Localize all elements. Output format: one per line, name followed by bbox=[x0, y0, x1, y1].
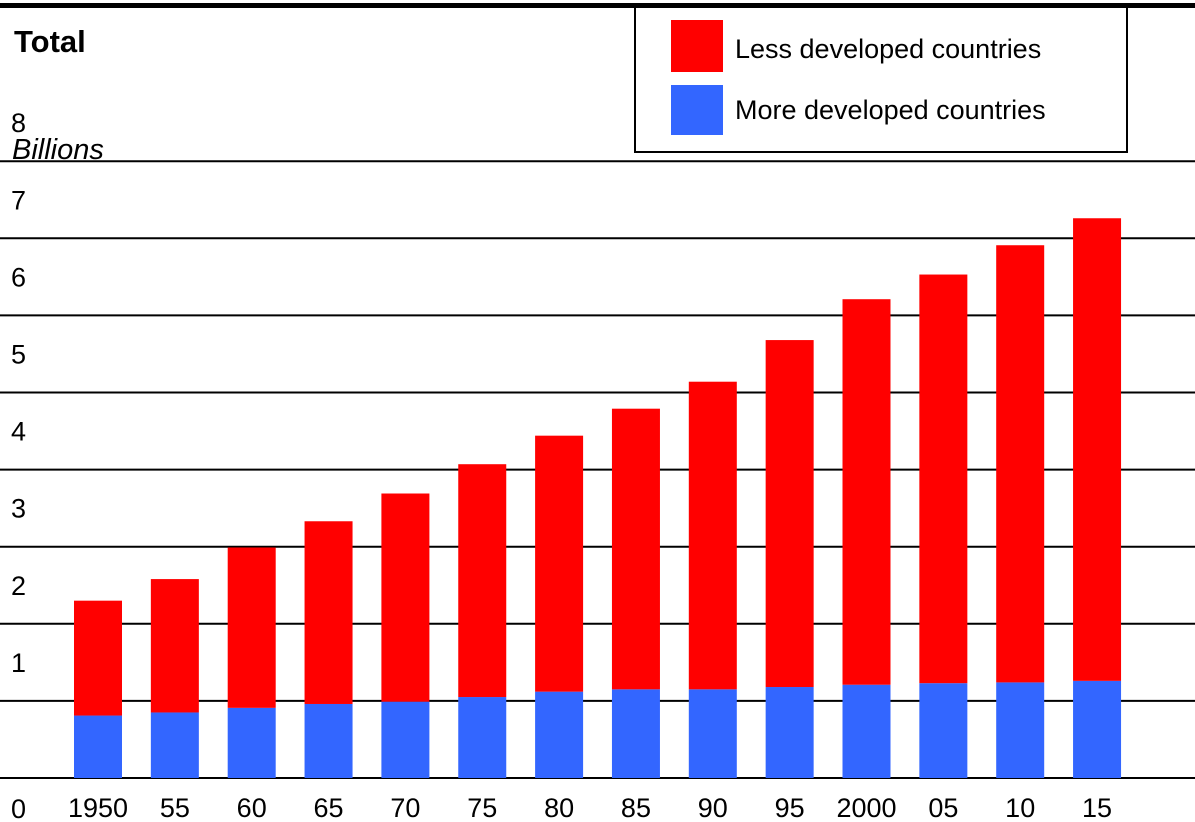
chart-title: Total bbox=[14, 24, 86, 59]
bars bbox=[74, 218, 1122, 778]
y-tick-label: 7 bbox=[11, 185, 26, 215]
bar-segment-more-developed bbox=[688, 689, 737, 778]
x-tick-label: 05 bbox=[928, 793, 958, 822]
x-tick-label: 2000 bbox=[836, 793, 896, 822]
y-tick-label: 2 bbox=[11, 571, 26, 601]
x-tick-label: 70 bbox=[390, 793, 420, 822]
bar-segment-more-developed bbox=[381, 701, 430, 778]
x-tick-labels: 1950 55 60 65 70 75 80 85 90 95 2000 05 10 15 bbox=[68, 793, 1112, 822]
bar-segment-less-developed bbox=[765, 340, 814, 688]
bar-segment-less-developed bbox=[688, 381, 737, 690]
x-tick-label: 55 bbox=[160, 793, 190, 822]
x-tick-label: 65 bbox=[314, 793, 344, 822]
bar-segment-more-developed bbox=[919, 683, 968, 778]
gridlines bbox=[0, 160, 1195, 779]
bar-segment-more-developed bbox=[535, 691, 584, 778]
bar-segment-less-developed bbox=[150, 579, 199, 713]
legend: Less developed countries More developed … bbox=[634, 6, 1128, 153]
bar-segment-more-developed bbox=[765, 687, 814, 778]
legend-label-less-developed: Less developed countries bbox=[735, 34, 1041, 64]
x-tick-label: 80 bbox=[544, 793, 574, 822]
bar-segment-more-developed bbox=[74, 715, 122, 778]
bar-segment-more-developed bbox=[842, 684, 891, 778]
bar-segment-less-developed bbox=[74, 600, 122, 716]
top-frame-line bbox=[0, 3, 1195, 8]
bar-segment-more-developed bbox=[150, 712, 199, 778]
legend-swatch-less-developed bbox=[671, 20, 723, 72]
bar-segment-less-developed bbox=[304, 521, 353, 704]
bar-segment-less-developed bbox=[611, 408, 660, 690]
y-tick-label: 6 bbox=[11, 262, 26, 292]
bar-segment-more-developed bbox=[611, 689, 660, 778]
x-tick-label: 75 bbox=[467, 793, 497, 822]
bar-segment-less-developed bbox=[458, 464, 507, 698]
y-tick-label: 3 bbox=[11, 494, 26, 524]
bar-segment-less-developed bbox=[227, 547, 276, 708]
y-tick-labels: 0 1 2 3 4 5 6 7 8 bbox=[11, 108, 26, 822]
x-tick-label: 60 bbox=[237, 793, 267, 822]
x-tick-label: 95 bbox=[775, 793, 805, 822]
x-tick-label: 15 bbox=[1082, 793, 1112, 822]
bar-segment-more-developed bbox=[227, 707, 276, 778]
bar-segment-more-developed bbox=[458, 697, 507, 778]
y-tick-label: 4 bbox=[11, 417, 26, 447]
bar-segment-less-developed bbox=[1073, 218, 1122, 681]
y-tick-label: 5 bbox=[11, 340, 26, 370]
y-tick-label: 0 bbox=[11, 794, 26, 822]
bar-segment-more-developed bbox=[304, 703, 353, 778]
x-tick-label: 1950 bbox=[68, 793, 128, 822]
bar-segment-less-developed bbox=[535, 435, 584, 692]
y-tick-label: 1 bbox=[11, 648, 26, 678]
x-tick-label: 90 bbox=[698, 793, 728, 822]
bar-segment-less-developed bbox=[996, 245, 1045, 683]
x-tick-label: 85 bbox=[621, 793, 651, 822]
bar-segment-more-developed bbox=[996, 682, 1045, 778]
bar-segment-less-developed bbox=[842, 299, 891, 685]
legend-label-more-developed: More developed countries bbox=[735, 95, 1046, 125]
legend-swatch-more-developed bbox=[671, 85, 723, 135]
y-tick-label: 8 bbox=[11, 108, 26, 138]
x-tick-label: 10 bbox=[1005, 793, 1035, 822]
bar-segment-more-developed bbox=[1073, 680, 1122, 778]
bar-segment-less-developed bbox=[381, 493, 430, 702]
bar-segment-less-developed bbox=[919, 274, 968, 684]
